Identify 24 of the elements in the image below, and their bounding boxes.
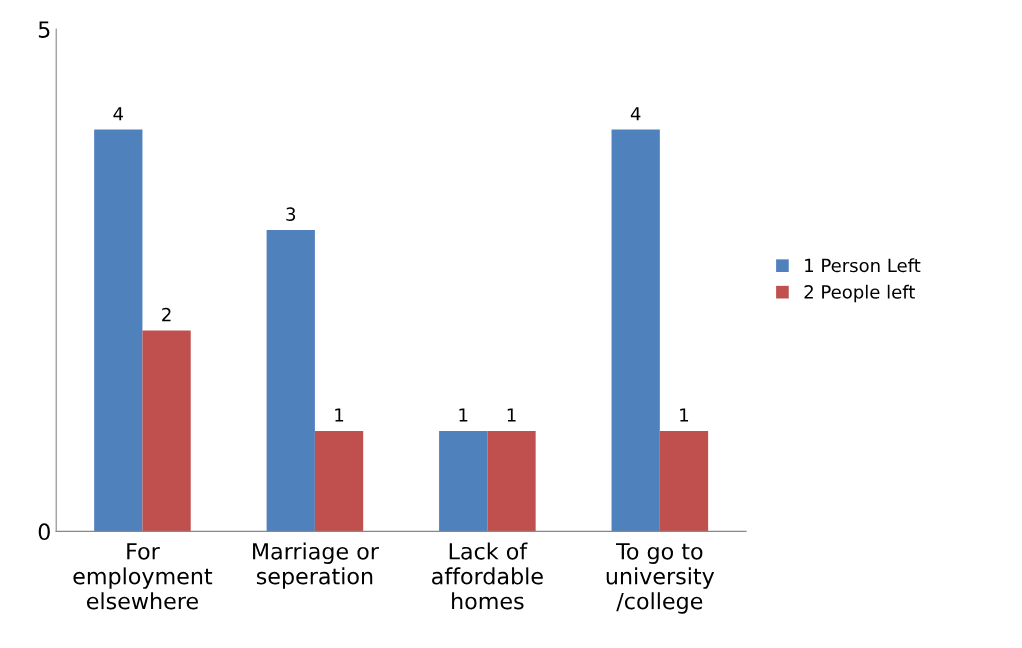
y-tick-label: 0 — [38, 523, 50, 541]
bar — [611, 129, 660, 532]
bar — [314, 430, 364, 532]
x-tick-label: For employment elsewhere — [73, 543, 213, 610]
bar — [142, 330, 191, 532]
legend-label: 1 Person Left — [805, 258, 921, 273]
x-tick-label: Marriage or seperation — [253, 542, 379, 589]
data-label: 4 — [630, 107, 641, 121]
data-label: 1 — [335, 408, 344, 422]
bar — [659, 430, 709, 532]
data-label: 1 — [507, 408, 516, 422]
bar — [487, 430, 536, 532]
bar — [439, 430, 488, 532]
legend-label: 2 People left — [804, 284, 915, 303]
data-label: 1 — [459, 408, 468, 422]
data-label: 1 — [680, 408, 689, 422]
x-tick-label: To go to university /college — [606, 543, 715, 614]
data-label: 3 — [286, 207, 296, 221]
bar — [94, 129, 143, 532]
data-label: 4 — [113, 107, 124, 121]
bar — [266, 230, 315, 532]
y-tick-label: 5 — [38, 21, 50, 38]
x-tick-label: Lack of affordable homes — [432, 542, 543, 610]
data-label: 2 — [162, 307, 171, 322]
